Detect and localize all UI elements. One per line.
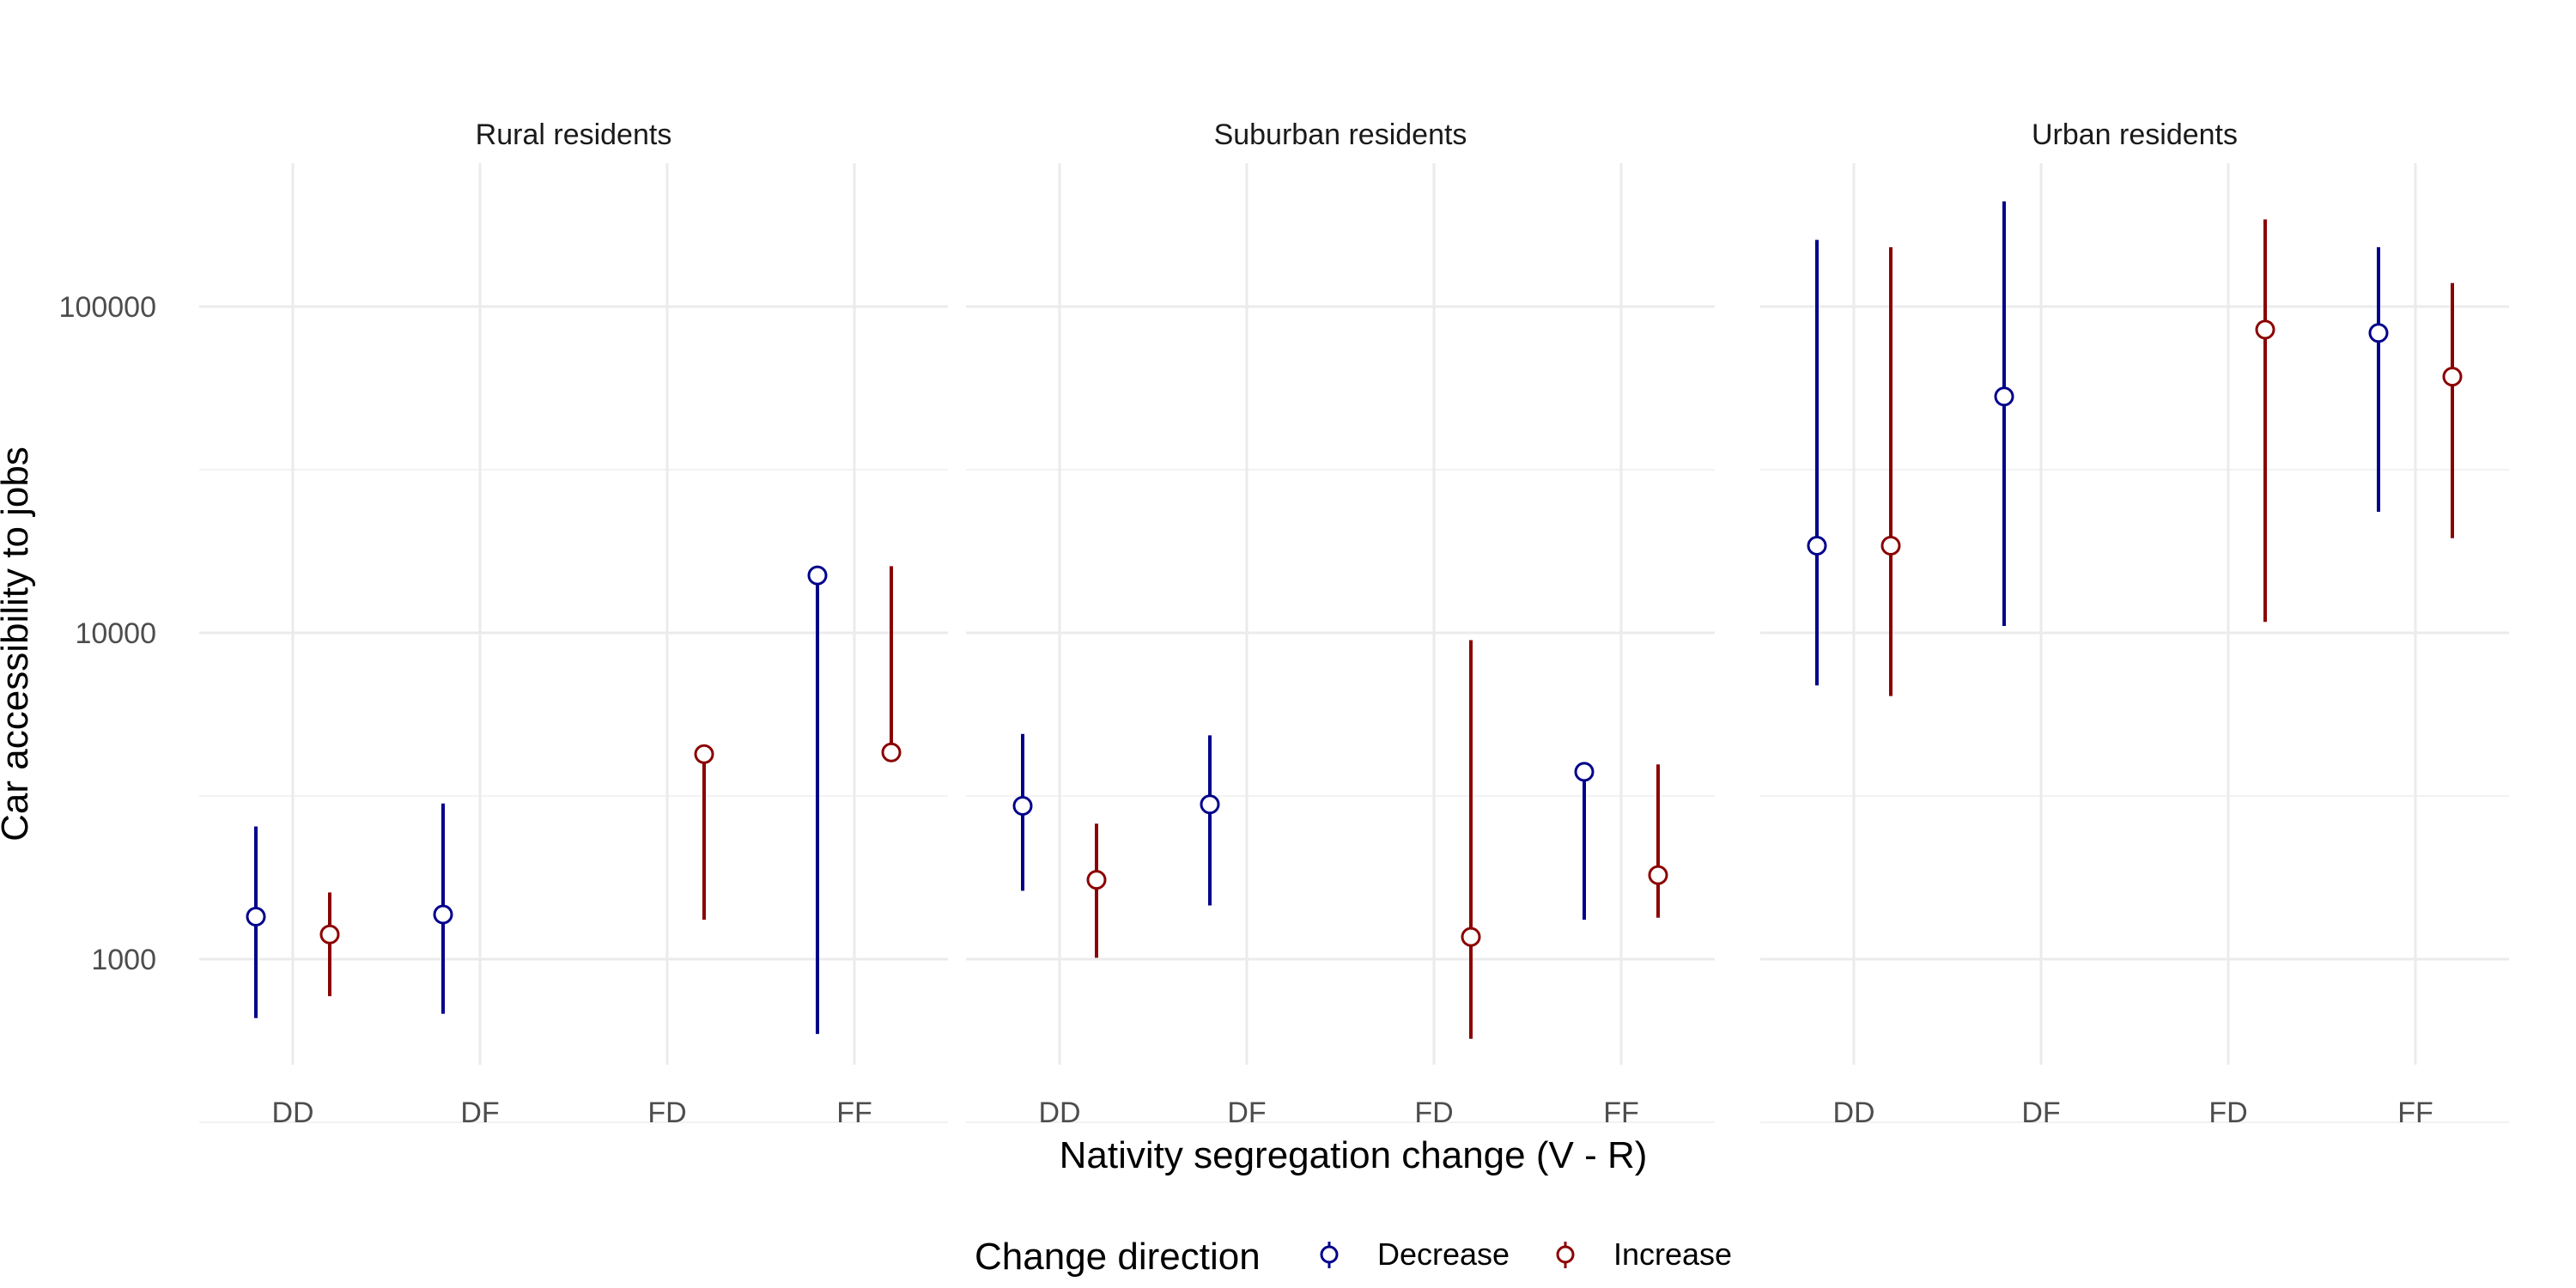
panel-urban: Urban residents DD DF FD FF [1760, 118, 2509, 1129]
point-increase [1461, 927, 1481, 947]
panel-suburban: Suburban residents DD DF FD FF [966, 118, 1715, 1129]
panels-layer: Rural residents DD DF FD FF 1000 10000 100000 Su… [59, 118, 2509, 1129]
x-tick-label: DF [2021, 1097, 2060, 1129]
legend-key-decrease-point [1320, 1245, 1339, 1264]
point-decrease [807, 565, 828, 586]
point-increase [1648, 865, 1668, 885]
x-tick-label: DD [1038, 1097, 1080, 1129]
point-increase [881, 742, 902, 762]
point-decrease [1807, 535, 1827, 556]
x-tick-label: DF [1227, 1097, 1266, 1129]
x-tick-label: FF [836, 1097, 872, 1129]
point-increase [1880, 535, 1901, 556]
x-tick-label: FD [647, 1097, 686, 1129]
y-tick-label: 10000 [75, 617, 156, 650]
x-tick-label: DF [460, 1097, 499, 1129]
x-tick-label: DD [271, 1097, 313, 1129]
point-decrease [246, 906, 266, 927]
legend-key-increase-point [1556, 1245, 1575, 1264]
y-axis-title: Car accessibility to jobs [0, 447, 36, 841]
x-axis-title: Nativity segregation change (V - R) [1060, 1134, 1648, 1176]
point-decrease [1012, 795, 1033, 816]
panel-rural: Rural residents DD DF FD FF 1000 10000 100000 [59, 118, 948, 1129]
point-decrease [1200, 794, 1220, 815]
x-tick-label: DD [1832, 1097, 1874, 1129]
point-increase [2442, 367, 2463, 387]
panel-title: Rural residents [476, 118, 672, 151]
legend: Change direction Decrease Increase [975, 1236, 1732, 1278]
panel-title: Urban residents [2032, 118, 2238, 151]
point-increase [1086, 870, 1107, 890]
legend-items: Decrease Increase [1320, 1236, 1732, 1272]
legend-label-increase: Increase [1613, 1236, 1732, 1272]
x-tick-label: FF [2397, 1097, 2433, 1129]
point-decrease [2368, 323, 2389, 343]
point-increase [2255, 319, 2275, 340]
panel-title: Suburban residents [1214, 118, 1467, 151]
point-decrease [1994, 386, 2014, 407]
point-increase [694, 744, 714, 764]
legend-title: Change direction [975, 1236, 1261, 1278]
x-tick-label: FD [1414, 1097, 1453, 1129]
point-increase [319, 924, 340, 945]
x-tick-label: FD [2208, 1097, 2247, 1129]
y-tick-label: 100000 [59, 291, 156, 324]
x-tick-label: FF [1603, 1097, 1639, 1129]
point-decrease [1574, 762, 1595, 782]
point-decrease [433, 904, 453, 925]
y-tick-label: 1000 [91, 944, 156, 976]
legend-label-decrease: Decrease [1377, 1236, 1510, 1272]
